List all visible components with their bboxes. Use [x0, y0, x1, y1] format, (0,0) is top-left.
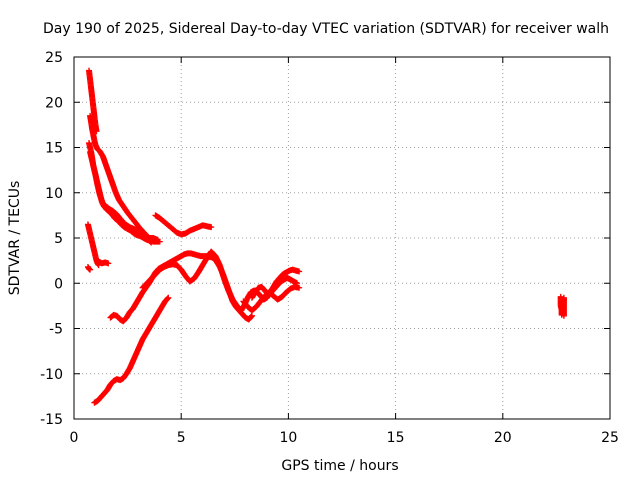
series-arc-10: [139, 248, 245, 314]
series-arc-7: [95, 258, 112, 267]
x-tick-label: 15: [387, 430, 405, 446]
data-point: [560, 312, 567, 319]
series-arc-8: [152, 212, 215, 238]
grid-lines: [74, 57, 610, 419]
series-arc-11: [91, 294, 172, 406]
y-tick-label: -10: [40, 367, 63, 383]
axis-ticks: 0 5 10 15 20 25 -15 -10 -5 0 5 10 15 20 25: [40, 50, 619, 446]
y-tick-label: -15: [40, 412, 63, 428]
y-axis-label: SDTVAR / TECUs: [7, 181, 23, 296]
data-point: [87, 266, 94, 273]
series-arc-4: [87, 149, 163, 245]
series-arc-15: [557, 293, 567, 319]
x-tick-label: 0: [70, 430, 79, 446]
x-tick-label: 5: [177, 430, 186, 446]
x-tick-label: 20: [494, 430, 512, 446]
series-arc-14: [248, 274, 300, 301]
data-points: [84, 67, 567, 406]
y-tick-label: 5: [54, 231, 63, 247]
y-tick-label: 15: [45, 141, 63, 157]
y-tick-label: -5: [49, 322, 63, 338]
y-tick-label: 0: [54, 276, 63, 292]
data-point: [105, 260, 112, 267]
data-point: [293, 280, 300, 287]
y-tick-label: 25: [45, 50, 63, 66]
y-tick-label: 10: [45, 186, 63, 202]
data-point: [156, 238, 163, 245]
data-point: [296, 268, 303, 275]
series-arc-1: [86, 67, 100, 135]
x-tick-label: 25: [601, 430, 619, 446]
y-tick-label: 20: [45, 95, 63, 111]
x-axis-label: GPS time / hours: [281, 458, 398, 474]
data-point: [296, 284, 303, 291]
series-arc-6: [84, 263, 94, 273]
data-point: [248, 312, 255, 319]
data-point: [165, 294, 172, 301]
chart-title: Day 190 of 2025, Sidereal Day-to-day VTE…: [43, 21, 609, 37]
data-point: [208, 224, 215, 231]
x-tick-label: 10: [279, 430, 297, 446]
